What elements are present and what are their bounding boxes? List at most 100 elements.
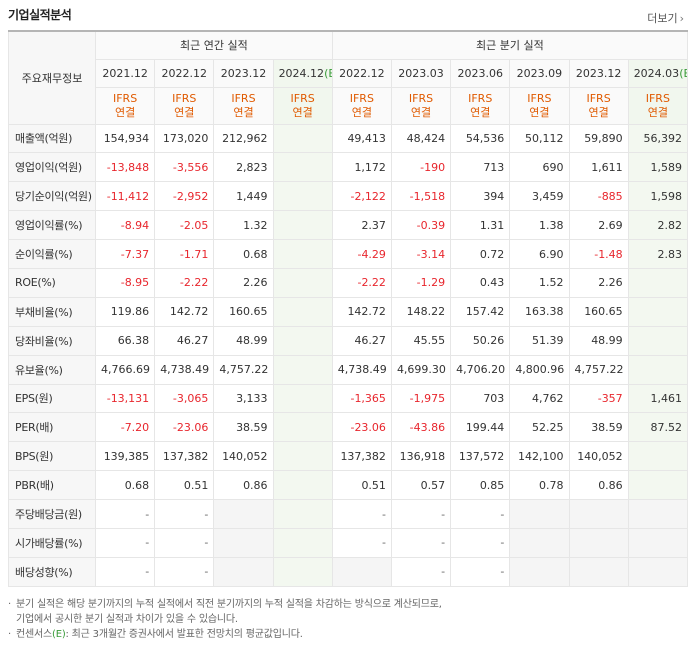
- estimate-mark: (E): [679, 66, 686, 80]
- table-cell: 45.55: [390, 325, 452, 356]
- table-cell: -: [390, 527, 452, 558]
- table-cell: [627, 325, 689, 356]
- basis-header: IFRS 연결: [213, 86, 274, 125]
- basis-header: IFRS 연결: [627, 86, 689, 125]
- period-label: 2022.12: [339, 66, 385, 80]
- table-cell: [272, 325, 333, 356]
- table-cell: 2.82: [627, 210, 689, 241]
- table-cell: 54,536: [450, 123, 511, 154]
- table-cell: -: [154, 556, 215, 587]
- table-cell: 0.51: [331, 470, 392, 501]
- table-cell: [272, 296, 333, 327]
- table-cell: [213, 527, 274, 558]
- table-cell: -23.06: [154, 412, 215, 443]
- table-cell: -: [154, 499, 215, 529]
- period-header: 2024.12(E): [272, 58, 333, 88]
- period-label: 2023.12: [220, 66, 267, 80]
- table-cell: -1.71: [154, 239, 215, 269]
- table-cell: [627, 296, 689, 327]
- table-row: 시가배당률(%) - - - - -: [8, 527, 689, 558]
- period-header: 2023.06: [450, 58, 511, 88]
- period-header: 2023.12: [213, 58, 274, 88]
- basis-consolidation: 연결: [410, 105, 432, 119]
- table-cell: 3,459: [509, 181, 570, 212]
- table-cell: -23.06: [331, 412, 392, 443]
- more-link[interactable]: 더보기 ›: [647, 10, 684, 26]
- table-cell: -43.86: [390, 412, 452, 443]
- table-cell: -4.29: [331, 239, 392, 269]
- table-cell: 66.38: [94, 325, 156, 356]
- table-cell: -3.14: [390, 239, 452, 269]
- footnote-consensus-prefix: 컨센서스: [16, 629, 52, 640]
- table-cell: -2,952: [154, 181, 215, 212]
- table-cell: 690: [509, 152, 570, 183]
- table-cell: 2,823: [213, 152, 274, 183]
- table-cell: 2.26: [568, 267, 629, 298]
- table-cell: [272, 499, 333, 529]
- header-group-row: 주요재무정보 최근 연간 실적 최근 분기 실적: [8, 30, 689, 125]
- table-row: 주당배당금(원) - - - - -: [8, 499, 689, 529]
- table-cell: 140,052: [213, 441, 274, 472]
- table-cell: -1.29: [390, 267, 452, 298]
- table-cell: -7.20: [94, 412, 156, 443]
- table-cell: -: [450, 527, 511, 558]
- table-cell: 2.37: [331, 210, 392, 241]
- table-cell: -: [390, 556, 452, 587]
- period-label: 2023.03: [398, 66, 444, 80]
- row-label: 당좌비율(%): [8, 325, 96, 356]
- table-cell: 137,572: [450, 441, 511, 472]
- period-label: 2021.12: [102, 66, 148, 80]
- header-basis-row: IFRS 연결 IFRS 연결 IFRS 연결 IFRS 연결 IFRS 연결 IFRS 연결 IFRS…: [9, 86, 689, 125]
- section-header: 기업실적분석 더보기 ›: [0, 0, 694, 30]
- header-period-row: 2021.12 2022.12 2023.12 2024.12(E) 2022.12 20…: [9, 58, 689, 88]
- row-label: 부채비율(%): [8, 296, 96, 327]
- table-cell: 0.51: [154, 470, 215, 501]
- table-cell: [568, 527, 629, 558]
- table-cell: [213, 556, 274, 587]
- table-cell: [627, 556, 689, 587]
- table-cell: -7.37: [94, 239, 156, 269]
- financial-summary-table: 주요재무정보 최근 연간 실적 최근 분기 실적 2021.12 2022.12 20…: [8, 30, 689, 587]
- row-label: 영업이익률(%): [8, 210, 96, 241]
- table-cell: 4,766.69: [94, 354, 156, 385]
- table-cell: 4,738.49: [154, 354, 215, 385]
- basis-header: IFRS 연결: [450, 86, 511, 125]
- table-cell: 3,133: [213, 383, 274, 414]
- table-cell: [272, 412, 333, 443]
- table-cell: 394: [450, 181, 511, 212]
- table-cell: 1.31: [450, 210, 511, 241]
- table-cell: [272, 123, 333, 154]
- table-cell: [272, 441, 333, 472]
- basis-header: IFRS 연결: [154, 86, 215, 125]
- table-cell: 0.86: [568, 470, 629, 501]
- table-cell: 1.52: [509, 267, 570, 298]
- table-cell: 4,738.49: [331, 354, 392, 385]
- table-cell: 52.25: [509, 412, 570, 443]
- basis-header: IFRS 연결: [331, 86, 392, 125]
- period-header: 2023.12: [568, 58, 629, 88]
- period-label: 2022.12: [161, 66, 208, 80]
- period-header: 2022.12: [154, 58, 215, 88]
- table-cell: [272, 239, 333, 269]
- table-cell: [272, 152, 333, 183]
- table-row: EPS(원) -13,131 -3,065 3,133 -1,365 -1,975 703 4…: [8, 383, 689, 414]
- table-row: BPS(원) 139,385 137,382 140,052 137,382 136,91…: [8, 441, 689, 472]
- table-cell: -3,065: [154, 383, 215, 414]
- footnote-bullet: ·: [8, 599, 11, 610]
- table-cell: -1,975: [390, 383, 452, 414]
- table-row: 영업이익률(%) -8.94 -2.05 1.32 2.37 -0.39 1.31 1.38 2…: [8, 210, 689, 241]
- row-label: EPS(원): [8, 383, 96, 414]
- table-cell: -: [94, 556, 156, 587]
- table-cell: [627, 527, 689, 558]
- row-label: 영업이익(억원): [8, 152, 96, 183]
- table-cell: 1,172: [331, 152, 392, 183]
- table-cell: [272, 267, 333, 298]
- table-cell: 0.68: [94, 470, 156, 501]
- table-cell: [568, 499, 629, 529]
- table-cell: -357: [568, 383, 629, 414]
- footnote-estimate-mark: (E): [52, 629, 66, 640]
- basis-standard: IFRS: [645, 91, 670, 105]
- basis-header: IFRS 연결: [94, 86, 156, 125]
- table-cell: 51.39: [509, 325, 570, 356]
- table-cell: -11,412: [94, 181, 156, 212]
